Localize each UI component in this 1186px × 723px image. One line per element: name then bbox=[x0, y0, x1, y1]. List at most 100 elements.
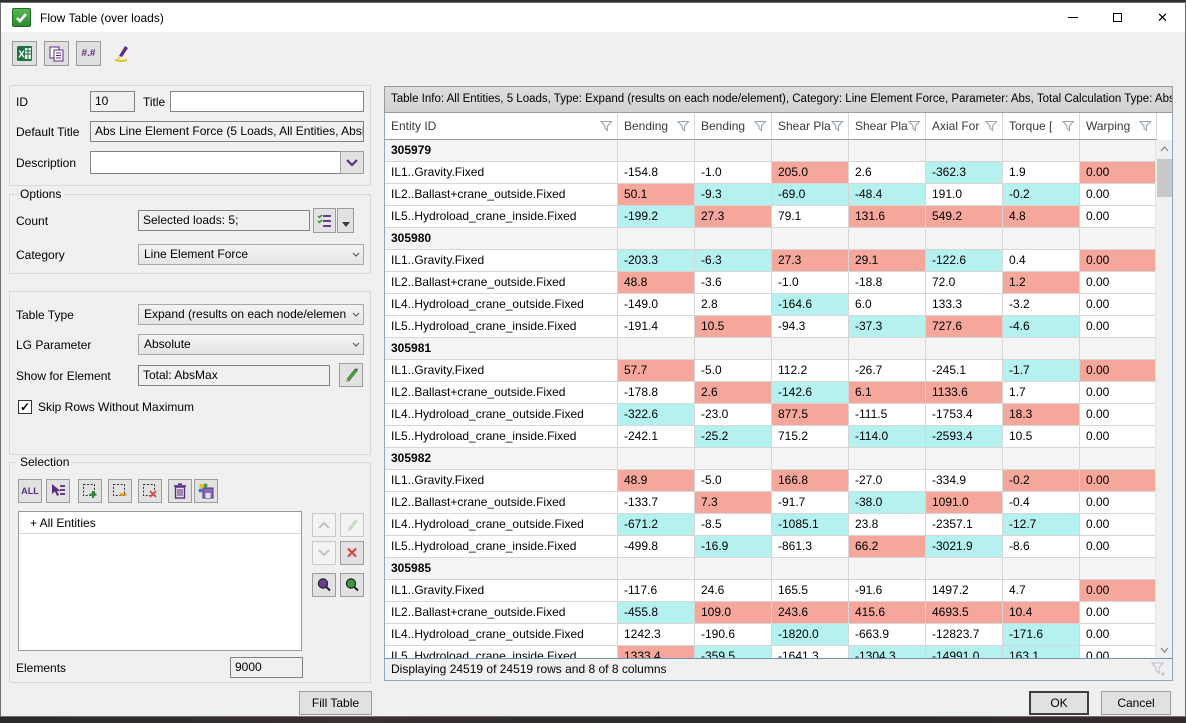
cell[interactable]: -0.2 bbox=[1003, 470, 1080, 491]
cell[interactable]: 877.5 bbox=[772, 404, 849, 425]
cell[interactable]: -1820.0 bbox=[772, 624, 849, 645]
table-row[interactable]: IL4..Hydroload_crane_outside.Fixed1242.3… bbox=[385, 624, 1157, 646]
cell[interactable] bbox=[926, 558, 1003, 579]
cell[interactable]: -178.8 bbox=[618, 382, 695, 403]
cell[interactable]: -5.0 bbox=[695, 470, 772, 491]
group-row[interactable]: 305985 bbox=[385, 558, 1157, 580]
clear-filter-icon[interactable] bbox=[1151, 662, 1166, 677]
table-row[interactable]: IL2..Ballast+crane_outside.Fixed-178.82.… bbox=[385, 382, 1157, 404]
cell[interactable]: -663.9 bbox=[849, 624, 926, 645]
cell[interactable] bbox=[618, 338, 695, 359]
cell[interactable]: IL4..Hydroload_crane_outside.Fixed bbox=[385, 514, 618, 535]
cell[interactable]: -142.6 bbox=[772, 382, 849, 403]
move-down-button[interactable] bbox=[312, 541, 336, 565]
cell[interactable]: 112.2 bbox=[772, 360, 849, 381]
cell[interactable]: 191.0 bbox=[926, 184, 1003, 205]
cell[interactable]: IL4..Hydroload_crane_outside.Fixed bbox=[385, 294, 618, 315]
cell[interactable] bbox=[849, 558, 926, 579]
cell[interactable]: 549.2 bbox=[926, 206, 1003, 227]
cell[interactable]: -26.7 bbox=[849, 360, 926, 381]
category-select[interactable]: Line Element Force bbox=[138, 244, 364, 265]
ok-button[interactable]: OK bbox=[1029, 691, 1089, 715]
cell[interactable]: 1333.4 bbox=[618, 646, 695, 658]
lg-parameter-select[interactable]: Absolute bbox=[138, 334, 364, 355]
table-row[interactable]: IL1..Gravity.Fixed-117.624.6165.5-91.614… bbox=[385, 580, 1157, 602]
cell[interactable]: -164.6 bbox=[772, 294, 849, 315]
table-row[interactable]: IL2..Ballast+crane_outside.Fixed-133.77.… bbox=[385, 492, 1157, 514]
cell[interactable]: -12823.7 bbox=[926, 624, 1003, 645]
cell[interactable]: -1.0 bbox=[695, 162, 772, 183]
cell[interactable] bbox=[695, 228, 772, 249]
cell[interactable]: 4693.5 bbox=[926, 602, 1003, 623]
cell[interactable]: 0.00 bbox=[1080, 404, 1157, 425]
cell[interactable] bbox=[849, 338, 926, 359]
cell[interactable]: -1085.1 bbox=[772, 514, 849, 535]
clear-selection-button[interactable] bbox=[168, 479, 192, 503]
cell[interactable]: IL1..Gravity.Fixed bbox=[385, 250, 618, 271]
edit-entity-button[interactable] bbox=[340, 513, 364, 537]
description-field[interactable] bbox=[90, 151, 341, 174]
cell[interactable] bbox=[1080, 558, 1157, 579]
cell[interactable]: 57.7 bbox=[618, 360, 695, 381]
column-header[interactable]: Torque [ bbox=[1003, 113, 1080, 139]
remove-selection-button[interactable] bbox=[138, 479, 162, 503]
cell[interactable]: -0.2 bbox=[1003, 184, 1080, 205]
cell[interactable]: 10.5 bbox=[695, 316, 772, 337]
cell[interactable]: 0.00 bbox=[1080, 492, 1157, 513]
cancel-button[interactable]: Cancel bbox=[1101, 691, 1171, 715]
pick-from-list-button[interactable] bbox=[46, 479, 70, 503]
cell[interactable]: IL5..Hydroload_crane_inside.Fixed bbox=[385, 206, 618, 227]
cell[interactable]: 166.8 bbox=[772, 470, 849, 491]
group-row[interactable]: 305979 bbox=[385, 140, 1157, 162]
entities-listbox[interactable]: + All Entities bbox=[18, 511, 302, 651]
cell[interactable]: 0.00 bbox=[1080, 426, 1157, 447]
cell[interactable]: 2.8 bbox=[695, 294, 772, 315]
cell[interactable]: 131.6 bbox=[849, 206, 926, 227]
save-selection-button[interactable] bbox=[194, 479, 218, 503]
column-header[interactable]: Entity ID bbox=[385, 113, 618, 139]
list-item[interactable]: + All Entities bbox=[19, 512, 301, 534]
cell[interactable]: -2593.4 bbox=[926, 426, 1003, 447]
cell[interactable]: 50.1 bbox=[618, 184, 695, 205]
cell[interactable]: IL1..Gravity.Fixed bbox=[385, 470, 618, 491]
cell[interactable]: 27.3 bbox=[772, 250, 849, 271]
default-title-field[interactable]: Abs Line Element Force (5 Loads, All Ent… bbox=[90, 121, 364, 142]
cell[interactable]: 6.1 bbox=[849, 382, 926, 403]
cell[interactable]: -334.9 bbox=[926, 470, 1003, 491]
delete-entity-button[interactable]: ✕ bbox=[340, 541, 364, 565]
cell[interactable]: 0.00 bbox=[1080, 470, 1157, 491]
cell[interactable]: 7.3 bbox=[695, 492, 772, 513]
grid-body[interactable]: 305979IL1..Gravity.Fixed-154.8-1.0205.02… bbox=[385, 140, 1157, 658]
table-row[interactable]: IL5..Hydroload_crane_inside.Fixed-499.8-… bbox=[385, 536, 1157, 558]
cell[interactable]: 305981 bbox=[385, 338, 618, 359]
cell[interactable]: -4.6 bbox=[1003, 316, 1080, 337]
description-expand-button[interactable] bbox=[340, 151, 364, 174]
maximize-button[interactable] bbox=[1095, 3, 1140, 32]
cell[interactable]: -190.6 bbox=[695, 624, 772, 645]
cell[interactable]: -12.7 bbox=[1003, 514, 1080, 535]
cell[interactable] bbox=[1003, 448, 1080, 469]
export-excel-button[interactable]: X bbox=[12, 41, 37, 66]
cell[interactable]: 133.3 bbox=[926, 294, 1003, 315]
subtract-selection-button[interactable] bbox=[108, 479, 132, 503]
cell[interactable]: 243.6 bbox=[772, 602, 849, 623]
cell[interactable] bbox=[772, 228, 849, 249]
cell[interactable]: 72.0 bbox=[926, 272, 1003, 293]
select-all-button[interactable]: ALL bbox=[18, 479, 42, 503]
cell[interactable]: 2.6 bbox=[849, 162, 926, 183]
cell[interactable]: 27.3 bbox=[695, 206, 772, 227]
scroll-up-button[interactable] bbox=[1156, 140, 1173, 157]
cell[interactable]: -117.6 bbox=[618, 580, 695, 601]
column-header[interactable]: Shear Pla bbox=[849, 113, 926, 139]
cell[interactable]: IL1..Gravity.Fixed bbox=[385, 162, 618, 183]
cell[interactable]: -1.7 bbox=[1003, 360, 1080, 381]
cell[interactable]: -2357.1 bbox=[926, 514, 1003, 535]
skip-rows-checkbox[interactable]: ✓ bbox=[18, 400, 32, 414]
table-row[interactable]: IL2..Ballast+crane_outside.Fixed-455.810… bbox=[385, 602, 1157, 624]
cell[interactable]: -91.6 bbox=[849, 580, 926, 601]
cell[interactable]: -122.6 bbox=[926, 250, 1003, 271]
cell[interactable] bbox=[1080, 338, 1157, 359]
cell[interactable]: -111.5 bbox=[849, 404, 926, 425]
cell[interactable]: IL5..Hydroload_crane_inside.Fixed bbox=[385, 646, 618, 658]
scroll-down-button[interactable] bbox=[1156, 641, 1173, 658]
